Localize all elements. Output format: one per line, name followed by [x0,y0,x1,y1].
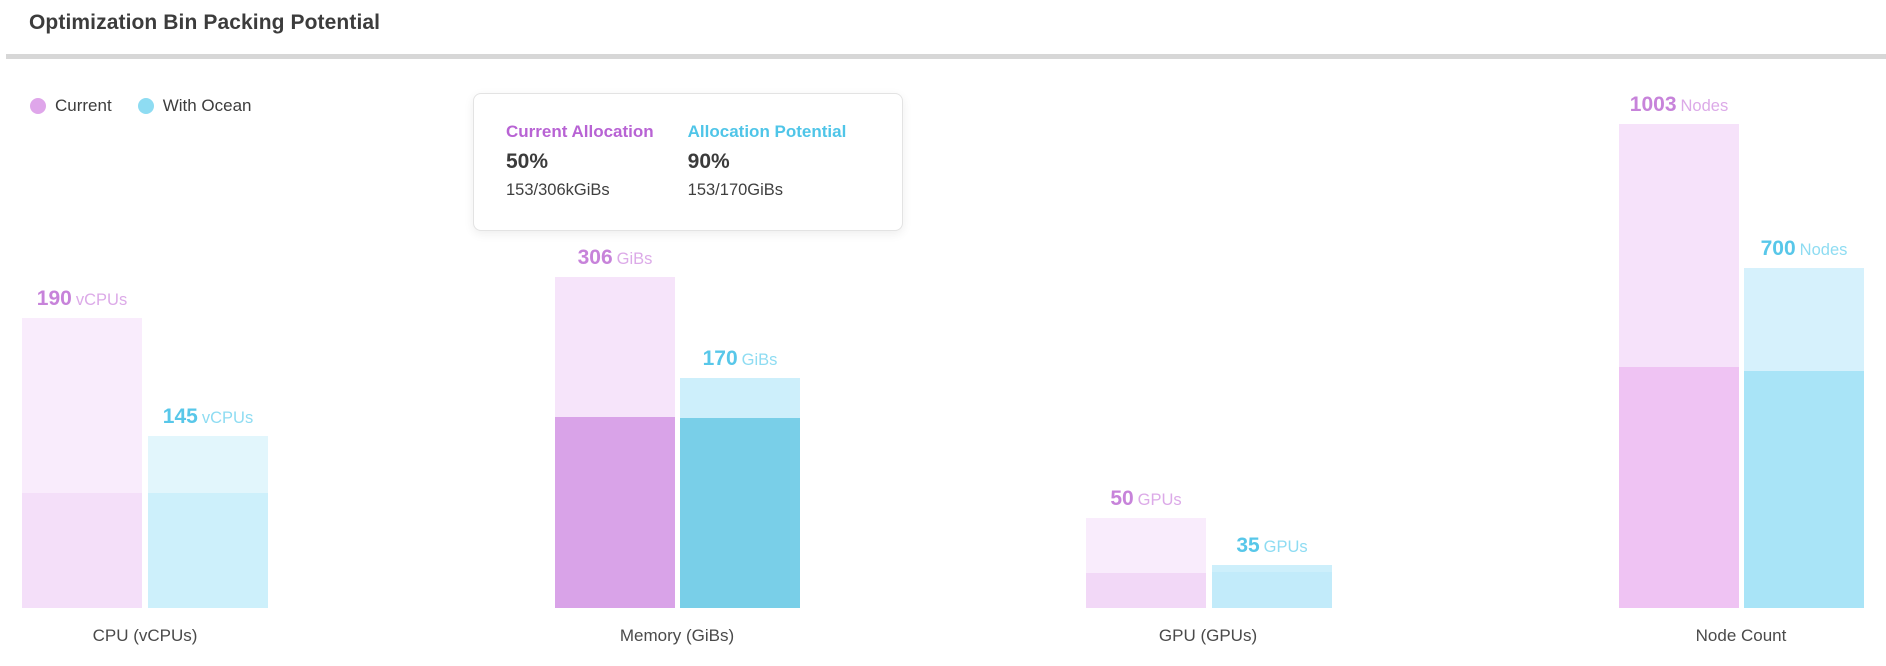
bar-filled-segment-current-cpu-vcpus [22,493,142,608]
chart-tooltip: Current Allocation 50% 153/306kGiBs Allo… [473,93,903,231]
bar-filled-segment-current-memory-gibs [555,417,675,608]
tooltip-allocation-potential: Allocation Potential 90% 153/170GiBs [688,123,847,230]
legend-item-label: Current [55,96,112,115]
bar-ocean-cpu-vcpus[interactable] [148,436,268,608]
tooltip-current-detail: 153/306kGiBs [506,181,610,199]
tooltip-potential-percent: 90% [687,150,730,173]
bar-value-label-ocean-memory-gibs: 170 GiBs [702,347,778,370]
bar-value-label-ocean-node-count: 700 Nodes [1760,237,1848,260]
bar-filled-segment-ocean-cpu-vcpus [148,493,268,608]
bar-current-memory-gibs[interactable] [555,277,675,608]
bar-ocean-gpu-gpus[interactable] [1212,565,1332,608]
bar-value-label-current-cpu-vcpus: 190 vCPUs [36,287,128,310]
bar-value-label-current-memory-gibs: 306 GiBs [577,246,653,269]
bar-filled-segment-ocean-node-count [1744,371,1864,608]
ocean-series-dot-icon [137,98,154,114]
legend-item-with-ocean[interactable]: With Ocean [137,96,252,116]
chart-legend: Current With Ocean [30,96,252,116]
legend-item-current[interactable]: Current [30,96,112,116]
bar-ocean-memory-gibs[interactable] [680,378,800,608]
current-series-dot-icon [30,98,46,114]
tooltip-current-percent: 50% [506,150,549,173]
bar-filled-segment-current-gpu-gpus [1086,573,1206,608]
legend-item-label: With Ocean [162,96,252,115]
bar-current-node-count[interactable] [1619,124,1739,608]
category-label-node-count: Node Count [1695,626,1787,645]
bar-filled-segment-ocean-gpu-gpus [1212,572,1332,608]
tooltip-current-allocation: Current Allocation 50% 153/306kGiBs [506,123,654,230]
header-divider [6,54,1886,59]
category-label-memory-gibs: Memory (GiBs) [619,626,735,645]
bar-value-label-current-node-count: 1003 Nodes [1629,93,1729,116]
bar-value-label-ocean-cpu-vcpus: 145 vCPUs [162,405,254,428]
bar-value-label-ocean-gpu-gpus: 35 GPUs [1236,534,1308,557]
bar-value-label-current-gpu-gpus: 50 GPUs [1110,487,1182,510]
bar-ocean-node-count[interactable] [1744,268,1864,608]
category-label-gpu-gpus: GPU (GPUs) [1158,626,1258,645]
bar-filled-segment-ocean-memory-gibs [680,418,800,608]
category-label-cpu-vcpus: CPU (vCPUs) [92,626,198,645]
page-title: Optimization Bin Packing Potential [29,11,381,34]
tooltip-potential-detail: 153/170GiBs [687,181,784,199]
bar-current-cpu-vcpus[interactable] [22,318,142,608]
tooltip-potential-title: Allocation Potential [687,122,847,141]
tooltip-current-title: Current Allocation [506,122,654,141]
bar-filled-segment-current-node-count [1619,367,1739,608]
bar-current-gpu-gpus[interactable] [1086,518,1206,608]
